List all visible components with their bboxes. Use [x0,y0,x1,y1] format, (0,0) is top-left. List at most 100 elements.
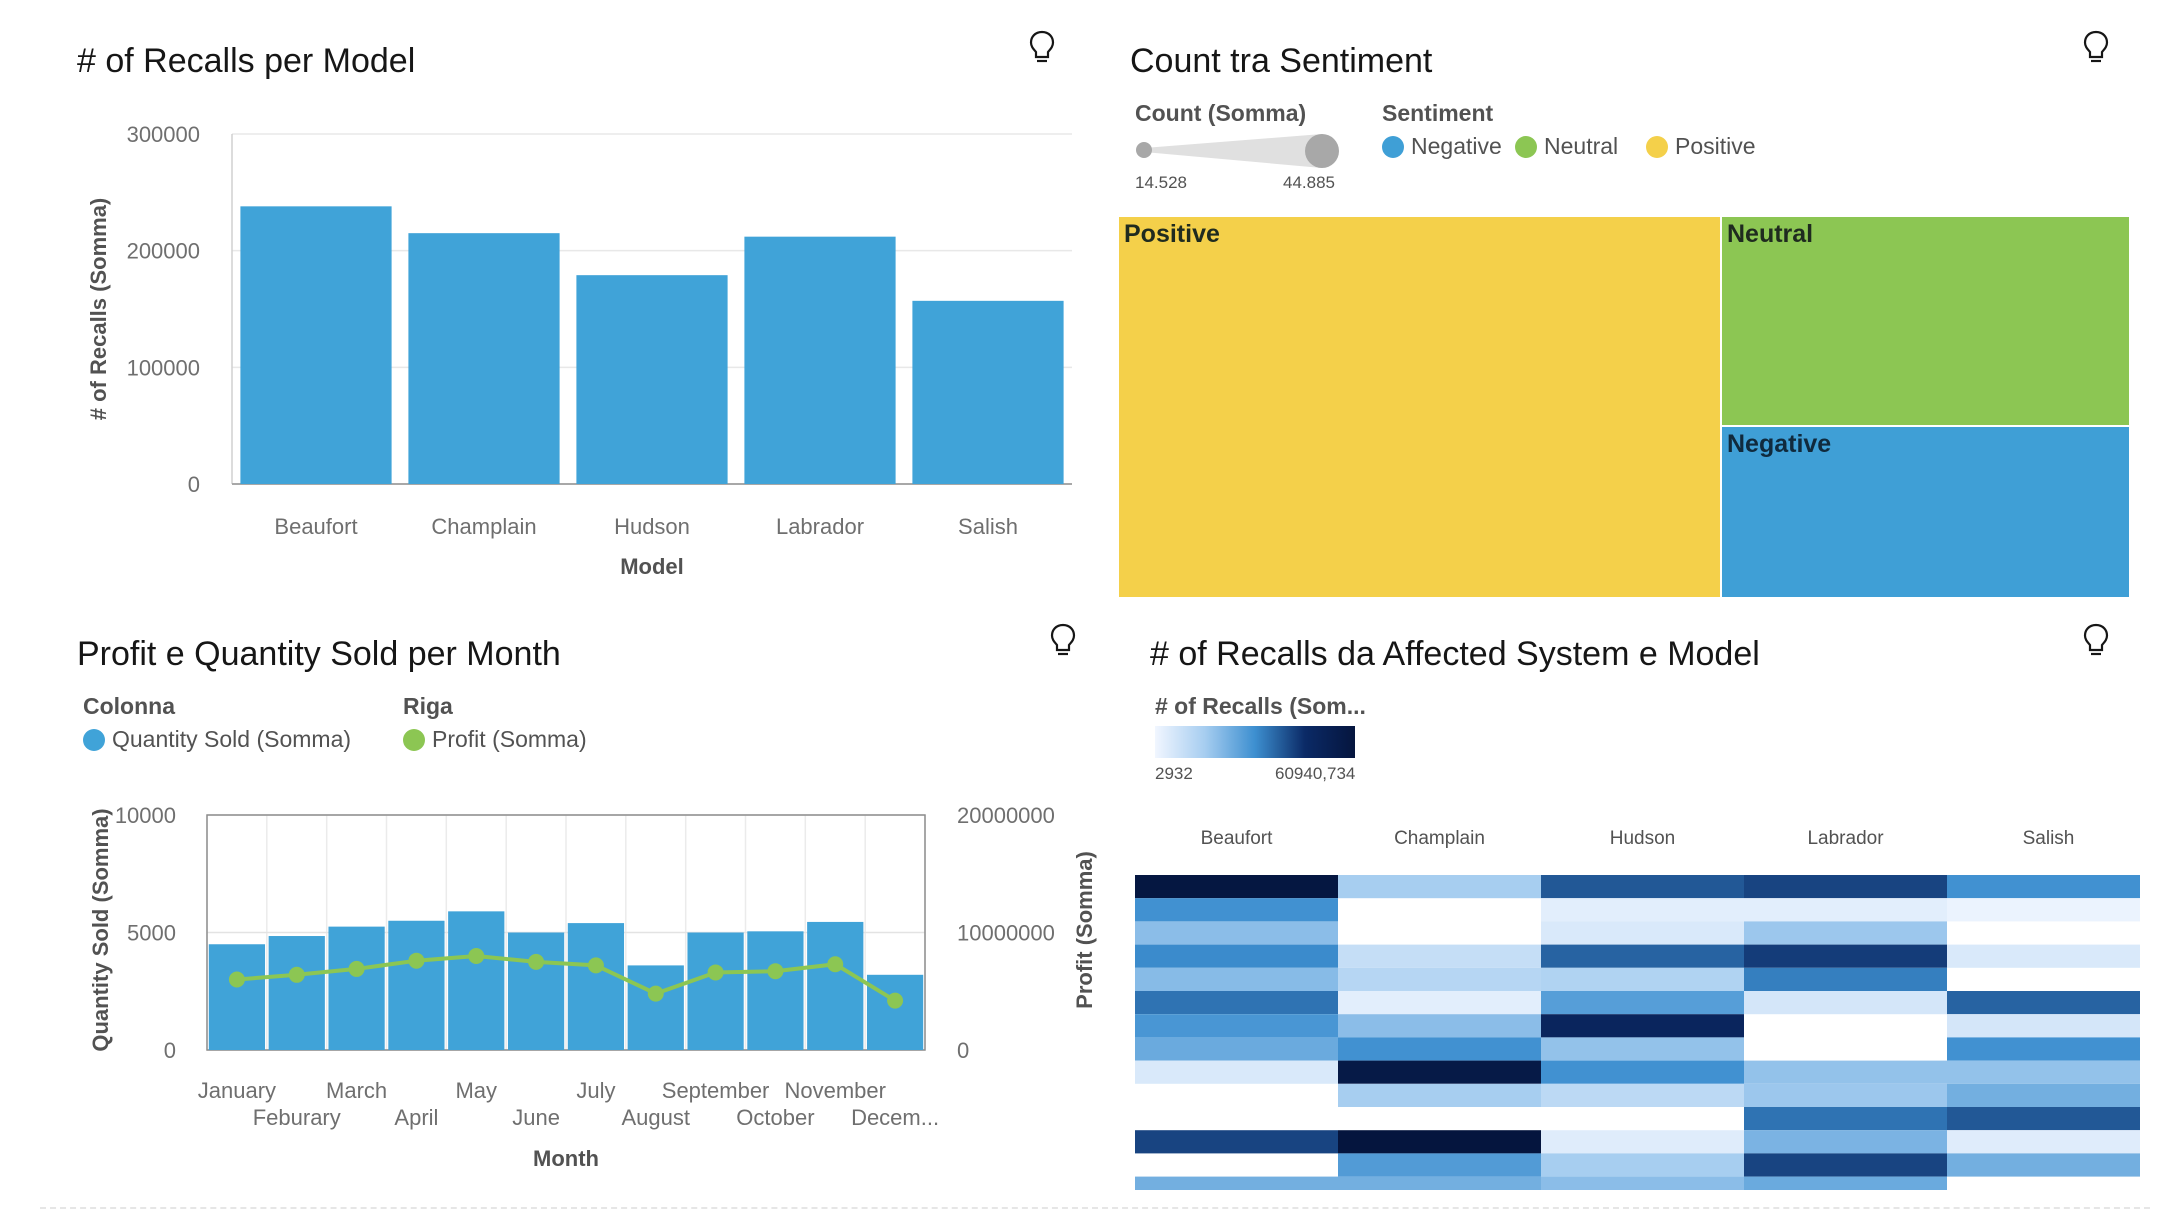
heatmap-cell[interactable] [1541,1083,1744,1107]
heatmap-cell[interactable] [1338,1083,1541,1107]
lightbulb-icon[interactable] [1029,30,1055,66]
legend-item-quantity[interactable]: Quantity Sold (Somma) [83,726,351,753]
line-point[interactable] [767,963,784,980]
bar[interactable] [576,275,728,484]
heatmap-cell[interactable] [1744,1083,1947,1107]
legend-item-profit[interactable]: Profit (Somma) [403,726,587,753]
heatmap-cell[interactable] [1947,1083,2140,1107]
heatmap-cell[interactable] [1338,991,1541,1015]
heatmap-cell[interactable] [1744,1130,1947,1154]
line-point[interactable] [647,985,664,1002]
bar[interactable] [208,944,266,1050]
line-point[interactable] [707,964,724,981]
heatmap-cell[interactable] [1135,921,1338,945]
line-point[interactable] [288,966,305,983]
treemap-neutral[interactable]: Neutral [1722,217,2129,425]
bar[interactable] [268,936,325,1050]
legend-item-neutral[interactable]: Neutral [1515,133,1618,160]
heatmap-cell[interactable] [1541,921,1744,945]
bar[interactable] [627,965,684,1050]
bar[interactable] [744,236,896,484]
heatmap-cell[interactable] [1541,1130,1744,1154]
heatmap-cell[interactable] [1135,875,1338,899]
heatmap-cell[interactable] [1947,1107,2140,1131]
heatmap-cell[interactable] [1338,944,1541,968]
heatmap-cell[interactable] [1541,944,1744,968]
legend-item-negative[interactable]: Negative [1382,133,1502,160]
heatmap-cell[interactable] [1541,1060,1744,1084]
heatmap-cell[interactable] [1135,898,1338,922]
bar[interactable] [567,923,625,1050]
heatmap-cell[interactable] [1541,1014,1744,1038]
heatmap-cell[interactable] [1744,1176,1947,1190]
bar[interactable] [408,233,560,484]
bar[interactable] [807,921,864,1050]
heatmap-cell[interactable] [1135,1176,1338,1190]
heatmap-cell[interactable] [1135,944,1338,968]
heatmap-cell[interactable] [1338,1130,1541,1154]
heatmap-cell[interactable] [1541,1037,1744,1061]
heatmap-cell[interactable] [1947,1130,2140,1154]
heatmap-cell[interactable] [1947,1014,2140,1038]
heatmap-cell[interactable] [1338,967,1541,991]
bar[interactable] [507,932,565,1051]
heatmap-cell[interactable] [1744,944,1947,968]
line-point[interactable] [408,952,425,969]
heatmap-cell[interactable] [1338,1153,1541,1177]
x-tick-label: October [736,1105,814,1130]
heatmap-cell[interactable] [1135,1037,1338,1061]
lightbulb-icon[interactable] [2083,623,2109,659]
heatmap-cell[interactable] [1338,875,1541,899]
legend-item-positive[interactable]: Positive [1646,133,1756,160]
heatmap-cell[interactable] [1947,898,2140,922]
heatmap-cell[interactable] [1744,875,1947,899]
heatmap-cell[interactable] [1947,1060,2140,1084]
bar[interactable] [328,926,385,1050]
treemap-negative[interactable]: Negative [1722,427,2129,597]
heatmap-cell[interactable] [1338,1060,1541,1084]
heatmap-cell[interactable] [1338,1037,1541,1061]
lightbulb-icon[interactable] [1050,623,1076,659]
bar[interactable] [912,300,1064,484]
heatmap-cell[interactable] [1541,875,1744,899]
heatmap-cell[interactable] [1135,1014,1338,1038]
heatmap-cell[interactable] [1338,1176,1541,1190]
heatmap-cell[interactable] [1541,1153,1744,1177]
line-point[interactable] [228,971,245,988]
heatmap-cell[interactable] [1744,921,1947,945]
line-point[interactable] [827,956,844,973]
heatmap-cell[interactable] [1947,1037,2140,1061]
heatmap-cell[interactable] [1947,875,2140,899]
heatmap-cell[interactable] [1135,967,1338,991]
line-point[interactable] [587,957,604,974]
heatmap-cell[interactable] [1744,1060,1947,1084]
heatmap-cell[interactable] [1135,1060,1338,1084]
bar[interactable] [747,931,804,1050]
heatmap-cell[interactable] [1135,1130,1338,1154]
heatmap-cell[interactable] [1744,991,1947,1015]
line-point[interactable] [468,948,485,964]
heatmap-cell[interactable] [1541,898,1744,922]
heatmap-cell[interactable] [1744,898,1947,922]
lightbulb-icon[interactable] [2083,30,2109,66]
bar[interactable] [866,974,924,1050]
heatmap-cell[interactable] [1541,967,1744,991]
heatmap-cell[interactable] [1135,991,1338,1015]
line-point[interactable] [887,992,904,1009]
bar[interactable] [240,206,392,485]
bar[interactable] [448,911,505,1050]
line-point[interactable] [528,953,545,970]
heatmap-cell[interactable] [1947,944,2140,968]
heatmap-cell[interactable] [1744,967,1947,991]
heatmap-cell[interactable] [1744,1107,1947,1131]
bar[interactable] [388,920,445,1050]
heatmap-cell[interactable] [1744,1153,1947,1177]
heatmap-cell[interactable] [1947,1153,2140,1177]
bar[interactable] [687,932,744,1051]
heatmap-cell[interactable] [1947,991,2140,1015]
heatmap-cell[interactable] [1338,1014,1541,1038]
heatmap-cell[interactable] [1541,991,1744,1015]
line-point[interactable] [348,960,365,977]
heatmap-cell[interactable] [1541,1176,1744,1190]
treemap-positive[interactable]: Positive [1119,217,1720,597]
